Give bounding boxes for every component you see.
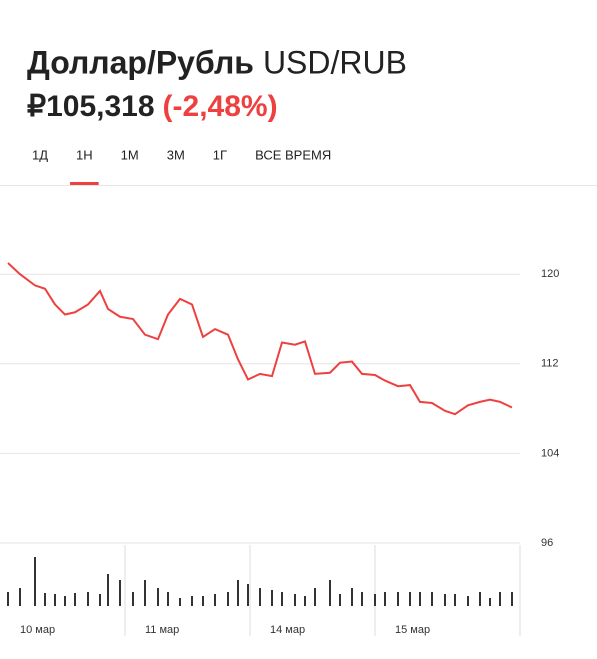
volume-bar — [467, 596, 469, 606]
volume-bar — [157, 588, 159, 606]
x-tick-label: 10 мар — [20, 624, 55, 636]
y-tick-label: 104 — [541, 447, 559, 459]
volume-bar — [214, 594, 216, 606]
volume-bar — [397, 592, 399, 606]
volume-bar — [237, 580, 239, 606]
title: Доллар/Рубль — [27, 44, 254, 80]
volume-bar — [74, 593, 76, 606]
volume-bar — [454, 594, 456, 606]
volume-bar — [479, 592, 481, 606]
volume-bar — [259, 588, 261, 606]
volume-bar — [361, 592, 363, 606]
volume-bar — [19, 588, 21, 606]
volume-bar — [281, 592, 283, 606]
volume-bar — [132, 592, 134, 606]
volume-bar — [499, 592, 501, 606]
volume-bar — [489, 598, 491, 606]
volume-bar — [409, 592, 411, 606]
volume-bar — [384, 592, 386, 606]
volume-bar — [191, 596, 193, 606]
volume-bar — [419, 592, 421, 606]
volume-bar — [444, 594, 446, 606]
volume-bar — [339, 594, 341, 606]
volume-bar — [87, 592, 89, 606]
volume-bar — [179, 598, 181, 606]
price: ₽105,318 — [27, 90, 155, 123]
volume-bar — [431, 592, 433, 606]
volume-bar — [351, 588, 353, 606]
volume-bar — [202, 596, 204, 606]
price-line — [7, 262, 513, 416]
volume-bar — [7, 592, 9, 606]
active-tab-underline — [70, 182, 99, 185]
y-tick-label: 120 — [541, 268, 559, 280]
volume-bar — [107, 574, 109, 606]
tab[interactable]: 3М — [167, 147, 185, 162]
volume-bar — [329, 580, 331, 606]
tab[interactable]: ВСЕ ВРЕМЯ — [255, 147, 331, 162]
volume-bar — [247, 584, 249, 606]
y-tick-label: 96 — [541, 537, 553, 549]
volume-bar — [294, 594, 296, 606]
volume-bar — [64, 596, 66, 606]
volume-bar — [314, 588, 316, 606]
volume-bar — [271, 590, 273, 606]
x-tick-label: 14 мар — [270, 624, 305, 636]
volume-bar — [374, 594, 376, 606]
volume-bar — [227, 592, 229, 606]
volume-bar — [511, 592, 513, 606]
tab[interactable]: 1Г — [213, 147, 227, 162]
tab[interactable]: 1М — [121, 147, 139, 162]
volume-bar — [34, 557, 36, 606]
volume-bar — [44, 593, 46, 606]
x-tick-label: 15 мар — [395, 624, 430, 636]
volume-bar — [99, 594, 101, 606]
volume-bar — [144, 580, 146, 606]
volume-bar — [167, 592, 169, 606]
tab[interactable]: 1Д — [32, 147, 48, 162]
volume-bar — [119, 580, 121, 606]
change: (-2,48%) — [163, 90, 278, 123]
ticker: USD/RUB — [263, 44, 407, 80]
volume-bar — [304, 596, 306, 606]
y-tick-label: 112 — [541, 358, 559, 370]
x-tick-label: 11 мар — [145, 624, 179, 636]
tab[interactable]: 1Н — [76, 147, 93, 162]
volume-bar — [54, 594, 56, 606]
